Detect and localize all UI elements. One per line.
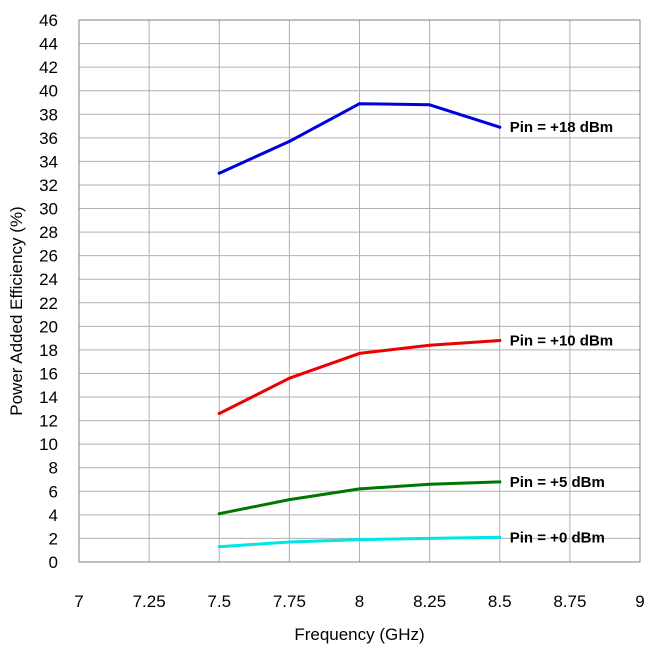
y-tick-label: 18 — [39, 341, 58, 360]
y-tick-label: 44 — [39, 35, 58, 54]
y-tick-label: 32 — [39, 176, 58, 195]
series-label: Pin = +5 dBm — [510, 474, 605, 491]
data-point — [428, 344, 431, 347]
y-tick-label: 0 — [49, 553, 58, 572]
y-tick-label: 28 — [39, 223, 58, 242]
y-tick-label: 38 — [39, 105, 58, 124]
x-tick-label: 8.25 — [413, 592, 446, 611]
x-tick-label: 7.25 — [133, 592, 166, 611]
x-tick-label: 7.5 — [207, 592, 231, 611]
x-tick-label: 7 — [74, 592, 83, 611]
data-point — [288, 377, 291, 380]
y-tick-label: 20 — [39, 317, 58, 336]
y-tick-label: 10 — [39, 435, 58, 454]
y-tick-label: 2 — [49, 529, 58, 548]
data-point — [358, 352, 361, 355]
y-tick-label: 34 — [39, 152, 58, 171]
y-tick-label: 14 — [39, 388, 58, 407]
data-point — [288, 140, 291, 143]
y-tick-label: 6 — [49, 482, 58, 501]
data-point — [288, 498, 291, 501]
data-point — [428, 103, 431, 106]
data-point — [498, 126, 501, 129]
x-tick-label: 9 — [635, 592, 644, 611]
data-point — [498, 480, 501, 483]
data-point — [428, 483, 431, 486]
series-labels: Pin = +18 dBm Pin = +10 dBm Pin = +5 dBm Pi… — [510, 119, 613, 546]
y-tick-label: 42 — [39, 58, 58, 77]
y-tick-label: 40 — [39, 82, 58, 101]
x-tick-labels: 7 7.25 7.5 7.75 8 8.25 8.5 8.75 9 — [74, 592, 644, 611]
data-point — [218, 412, 221, 415]
series-label: Pin = +0 dBm — [510, 529, 605, 546]
series-label: Pin = +10 dBm — [510, 332, 613, 349]
data-point — [218, 512, 221, 515]
y-tick-label: 4 — [49, 506, 58, 525]
x-tick-label: 8.5 — [488, 592, 512, 611]
data-point — [498, 339, 501, 342]
y-tick-label: 46 — [39, 11, 58, 30]
x-axis-title: Frequency (GHz) — [294, 625, 424, 644]
y-tick-label: 30 — [39, 200, 58, 219]
y-axis-title: Power Added Efficiency (%) — [7, 206, 26, 415]
y-tick-label: 36 — [39, 129, 58, 148]
y-tick-label: 8 — [49, 459, 58, 478]
y-tick-label: 12 — [39, 412, 58, 431]
x-tick-label: 8 — [355, 592, 364, 611]
series-label: Pin = +18 dBm — [510, 119, 613, 136]
x-tick-label: 8.75 — [553, 592, 586, 611]
data-point — [218, 172, 221, 175]
data-point — [218, 545, 221, 548]
x-tick-label: 7.75 — [273, 592, 306, 611]
data-point — [358, 102, 361, 105]
data-point — [498, 536, 501, 539]
data-point — [288, 540, 291, 543]
data-point — [358, 538, 361, 541]
y-tick-label: 22 — [39, 294, 58, 313]
data-point — [428, 537, 431, 540]
y-tick-label: 16 — [39, 364, 58, 383]
y-tick-label: 26 — [39, 247, 58, 266]
y-tick-labels: 0246810121416182022242628303234363840424… — [39, 11, 58, 572]
y-tick-label: 24 — [39, 270, 58, 289]
data-point — [358, 487, 361, 490]
